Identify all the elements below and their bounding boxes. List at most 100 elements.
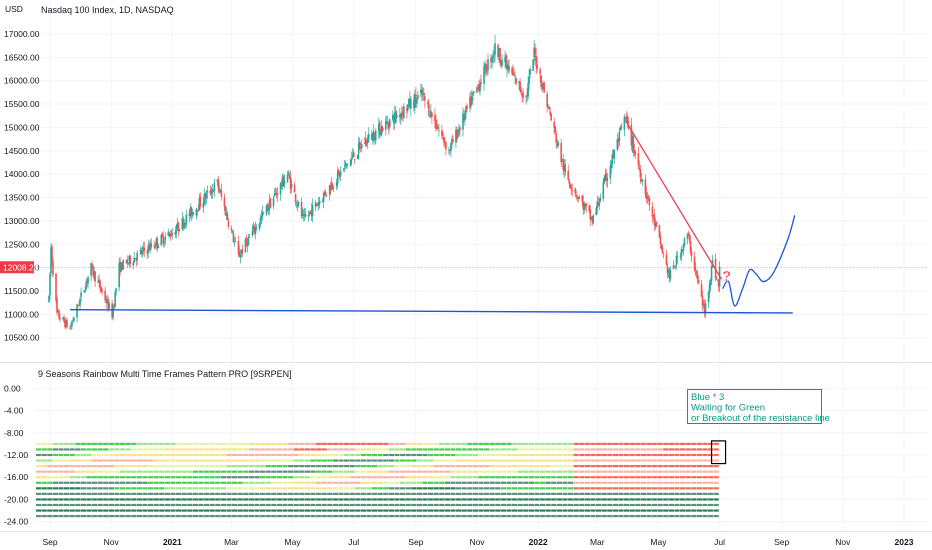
rainbow-cell — [691, 470, 697, 473]
rainbow-cell — [198, 442, 204, 445]
candle — [197, 204, 200, 213]
candle — [139, 246, 142, 255]
candle-body — [183, 222, 186, 229]
candle — [661, 243, 664, 254]
candle — [274, 187, 277, 196]
rainbow-cell — [114, 470, 120, 473]
rainbow-cell — [618, 442, 624, 445]
rainbow-cell — [713, 448, 719, 451]
rainbow-cell — [360, 448, 366, 451]
rainbow-cell — [332, 515, 338, 518]
rainbow-cell — [293, 470, 299, 473]
indicator-title: 9 Seasons Rainbow Multi Time Frames Patt… — [38, 369, 292, 379]
rainbow-cell — [657, 492, 663, 495]
candle-body — [210, 192, 213, 195]
rainbow-cell — [540, 459, 546, 462]
candle — [132, 261, 134, 270]
rainbow-cell — [80, 442, 86, 445]
rainbow-cell — [584, 448, 590, 451]
candle — [85, 278, 87, 291]
candle — [394, 105, 396, 130]
candle — [238, 245, 241, 257]
rainbow-cell — [198, 487, 204, 490]
rainbow-cell — [400, 448, 406, 451]
candle-body — [532, 59, 534, 72]
rainbow-cell — [164, 481, 170, 484]
rainbow-cell — [103, 442, 109, 445]
candle — [406, 104, 408, 119]
rainbow-cell — [472, 476, 478, 479]
rainbow-cell — [310, 465, 316, 468]
rainbow-cell — [131, 459, 137, 462]
rainbow-cell — [629, 465, 635, 468]
candle — [108, 300, 110, 310]
rainbow-cell — [433, 498, 439, 501]
rainbow-cell — [708, 498, 714, 501]
rainbow-cell — [276, 487, 282, 490]
rainbow-cell — [198, 481, 204, 484]
rainbow-cell — [360, 465, 366, 468]
question-mark: ? — [722, 268, 731, 285]
rainbow-cell — [708, 448, 714, 451]
candle-body — [336, 171, 339, 184]
candle — [548, 106, 550, 111]
candle-body — [562, 160, 565, 170]
candle — [557, 140, 559, 148]
rainbow-cell — [568, 515, 574, 518]
candle-body — [309, 210, 312, 212]
candle — [435, 114, 437, 132]
candle-body — [302, 214, 305, 216]
rainbow-cell — [220, 465, 226, 468]
candle — [335, 178, 338, 191]
rainbow-cell — [316, 448, 322, 451]
rainbow-cell — [596, 503, 602, 507]
rainbow-cell — [428, 509, 434, 512]
rainbow-cell — [601, 509, 607, 512]
rainbow-cell — [652, 448, 658, 451]
rainbow-cell — [495, 476, 501, 479]
candle-body — [174, 232, 177, 235]
rainbow-cell — [540, 448, 546, 451]
drawings: ? — [70, 120, 796, 314]
rainbow-cell — [422, 442, 428, 445]
candle — [644, 174, 647, 199]
rainbow-cell — [708, 487, 714, 490]
price-tick-label: 17000.00 — [4, 29, 40, 39]
annotation-line-3: or Breakout of the resistance line — [691, 413, 830, 424]
rainbow-cell — [282, 448, 288, 451]
candle-body — [462, 113, 464, 130]
rainbow-cell — [153, 476, 159, 479]
rainbow-cell — [215, 465, 221, 468]
rainbow-cell — [500, 503, 506, 507]
rainbow-cell — [36, 448, 42, 451]
indicator-tick-label: -4.00 — [4, 406, 24, 416]
rainbow-cell — [148, 492, 154, 495]
rainbow-cell — [400, 503, 406, 507]
rainbow-cell — [411, 509, 417, 512]
rainbow-cell — [439, 465, 445, 468]
grid — [0, 0, 932, 532]
rainbow-cell — [293, 509, 299, 512]
candle — [682, 243, 685, 256]
rainbow-cell — [472, 453, 478, 457]
candle-body — [367, 133, 370, 140]
rainbow-cell — [148, 459, 154, 462]
candle-body — [536, 64, 538, 70]
candle — [373, 132, 376, 145]
candle-body — [651, 206, 654, 217]
rainbow-cell — [159, 476, 165, 479]
rainbow-cell — [215, 476, 221, 479]
rainbow-cell — [120, 476, 126, 479]
rainbow-cell — [646, 481, 652, 484]
candle — [535, 47, 537, 75]
rainbow-cell — [344, 476, 350, 479]
rainbow-cell — [456, 498, 462, 501]
rainbow-cell — [114, 509, 120, 512]
rainbow-cell — [685, 487, 691, 490]
rainbow-cell — [556, 453, 562, 457]
rainbow-cell — [204, 465, 210, 468]
rainbow-cell — [607, 492, 613, 495]
rainbow-cell — [232, 515, 238, 518]
rainbow-cell — [517, 515, 523, 518]
